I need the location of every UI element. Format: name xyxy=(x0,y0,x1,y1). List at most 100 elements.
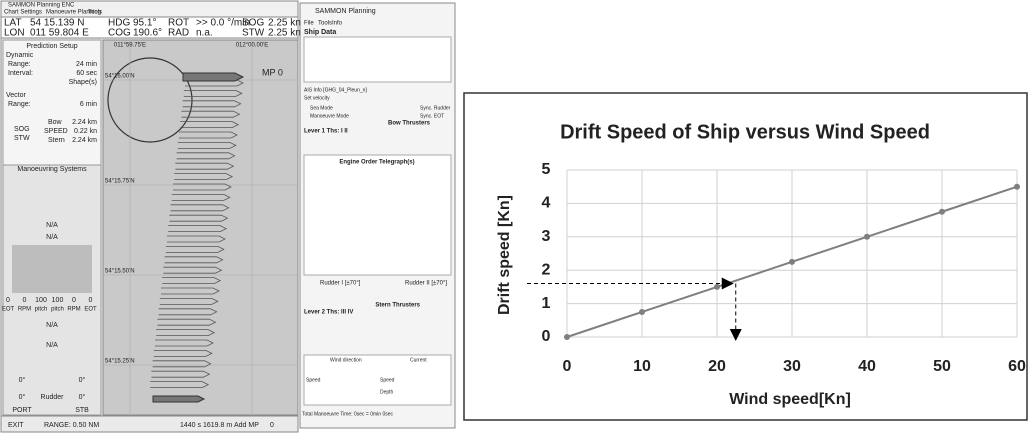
label: 0° xyxy=(19,376,26,384)
ship-start xyxy=(182,72,245,82)
ship-outline xyxy=(173,183,232,191)
y-axis-label: Drift speed [Kn] xyxy=(496,195,513,315)
status-field: SOG xyxy=(242,18,264,29)
ship-outline xyxy=(159,298,219,305)
label: Current xyxy=(410,357,427,363)
label: Stern xyxy=(48,137,65,144)
y-tick-label: 5 xyxy=(542,161,551,178)
label: Rudder I [±70°] xyxy=(320,281,361,287)
label: Range: xyxy=(8,101,31,108)
ship-outline xyxy=(181,110,241,118)
chart-title: Drift Speed of Ship versus Wind Speed xyxy=(560,121,930,143)
ship-outline xyxy=(168,225,228,232)
ship-outline xyxy=(179,131,238,139)
ship-outline xyxy=(180,121,240,128)
label: Rudder II [±70°] xyxy=(405,281,447,287)
label: N/A xyxy=(46,234,58,241)
y-tick-label: 2 xyxy=(542,261,551,278)
label: Total Manoeuvre Time: 0sec = 0min 0sec xyxy=(302,411,394,417)
label: N/A xyxy=(46,222,58,229)
ship-outline xyxy=(174,173,234,180)
y-tick-label: 1 xyxy=(542,295,551,312)
label: 0 xyxy=(89,297,93,304)
status-field: 2.25 kn xyxy=(268,28,301,39)
ship-outline xyxy=(157,318,217,326)
status-field: LON xyxy=(4,28,25,39)
label: Speed xyxy=(380,377,395,383)
ship-outline xyxy=(162,277,222,284)
label: Ship Data xyxy=(304,29,336,36)
label: 54°15.25'N xyxy=(105,359,135,365)
label: 100 xyxy=(52,297,64,304)
label: 54°16.00'N xyxy=(105,74,135,80)
status-field: ROT xyxy=(168,18,189,29)
label: Stern Thrusters xyxy=(375,303,420,309)
label: Rudder xyxy=(41,394,65,401)
label: 0 xyxy=(23,297,27,304)
data-point xyxy=(864,233,870,240)
status-field: LAT xyxy=(4,18,22,29)
y-tick-label: 4 xyxy=(542,195,551,212)
label: 60 sec xyxy=(76,70,97,77)
label: PORT xyxy=(12,407,32,414)
label: EOT xyxy=(84,307,97,313)
ship-outline xyxy=(175,162,235,170)
button[interactable]: Add MP xyxy=(234,422,259,429)
label: Sea Mode xyxy=(310,105,333,111)
ship-outline xyxy=(156,329,216,336)
label: 1440 s 1619.8 m xyxy=(180,422,232,429)
status-field: STW xyxy=(242,28,265,39)
chart-map xyxy=(102,39,299,416)
label: 0.22 kn xyxy=(74,128,97,135)
label: SAMMON Planning ENC xyxy=(8,3,75,9)
range-circle xyxy=(107,57,193,143)
label: Engine Order Telegraph(s) xyxy=(339,160,414,166)
ship-outline xyxy=(163,266,223,274)
label: RANGE: 0.50 NM xyxy=(44,422,99,429)
label: Prediction Setup xyxy=(26,43,77,50)
label: Wind direction xyxy=(330,357,362,363)
ship-outline xyxy=(176,152,236,160)
env-box xyxy=(303,354,452,406)
label: Manoeuvre Planning xyxy=(46,10,101,16)
label: Tools xyxy=(88,10,102,16)
label: Speed xyxy=(306,377,321,383)
label: Sync. EOT xyxy=(420,113,444,119)
label: SPEED xyxy=(44,128,68,135)
label: Tools xyxy=(318,21,332,27)
label: N/A xyxy=(46,342,58,349)
ship-outline xyxy=(153,350,213,357)
label: RPM xyxy=(18,307,31,313)
ship-end xyxy=(152,395,206,403)
label: STW xyxy=(14,135,30,142)
label: 0 xyxy=(72,297,76,304)
label: Lever 1 Ths: I II xyxy=(304,129,348,135)
data-point xyxy=(564,334,570,340)
ship-outline xyxy=(169,214,229,222)
ship-outline xyxy=(177,142,237,149)
label: 24 min xyxy=(76,61,97,68)
ship-outline xyxy=(158,308,218,316)
ship-outline xyxy=(171,194,231,201)
label: 54°15.50'N xyxy=(105,269,135,275)
label: EXIT xyxy=(8,422,24,429)
ship-outline xyxy=(170,204,230,212)
ship-outline xyxy=(165,246,225,253)
label: 0 xyxy=(270,422,274,429)
data-point xyxy=(639,308,645,315)
data-point xyxy=(1014,183,1020,190)
label: 2.24 km xyxy=(72,137,97,144)
label: Chart Settings xyxy=(4,10,42,16)
label: pitch xyxy=(51,307,64,313)
status-field: COG xyxy=(108,28,131,39)
ship-data-box xyxy=(303,36,452,83)
label: 54°15.75'N xyxy=(105,179,135,185)
ship-outline xyxy=(151,370,211,378)
x-tick-label: 20 xyxy=(708,358,726,375)
x-tick-label: 30 xyxy=(783,358,801,375)
ship-outline xyxy=(164,256,224,264)
label: Range: xyxy=(8,61,31,68)
label: File xyxy=(304,21,314,27)
label: pitch xyxy=(35,307,48,313)
x-tick-label: 40 xyxy=(858,358,876,375)
